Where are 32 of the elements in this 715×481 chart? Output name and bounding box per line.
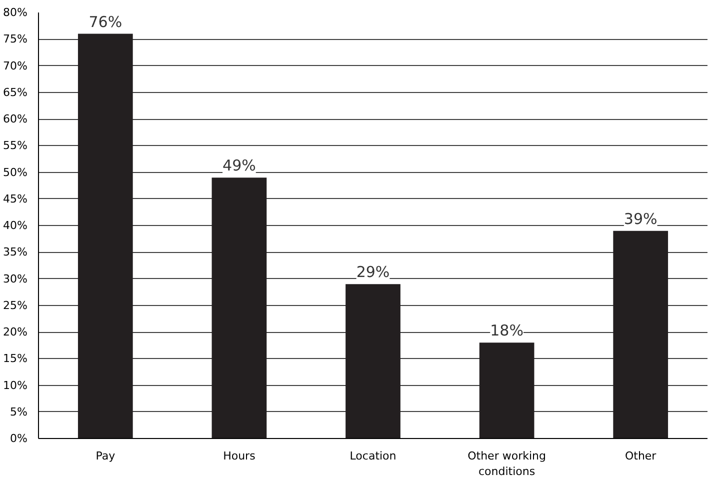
y-tick-label: 40%: [3, 219, 28, 232]
data-label: 18%: [490, 322, 524, 340]
bar: [78, 34, 133, 438]
y-tick-label: 10%: [3, 378, 28, 392]
x-tick-label: Other: [624, 450, 657, 462]
data-label: 29%: [356, 263, 390, 282]
y-tick-label: 55%: [3, 139, 28, 152]
x-tick-label: Location: [350, 450, 396, 462]
y-tick-label: 35%: [3, 246, 28, 259]
y-tick-label: 25%: [3, 298, 28, 312]
bar: [613, 230, 668, 438]
y-tick-label: 50%: [3, 166, 28, 179]
x-tick-label: Hours: [223, 450, 256, 462]
data-label: 76%: [88, 12, 122, 31]
y-tick-label: 75%: [3, 32, 28, 46]
y-tick-label: 70%: [3, 59, 28, 72]
y-tick-label: 15%: [3, 352, 28, 366]
y-tick-label: 30%: [3, 272, 28, 286]
y-tick-label: 80%: [3, 6, 28, 19]
data-label: 39%: [624, 210, 658, 228]
x-tick-label: Other working conditions: [468, 450, 546, 478]
y-tick-label: 0%: [10, 432, 28, 445]
y-tick-label: 20%: [3, 326, 28, 338]
x-tick-label: Pay: [96, 450, 116, 462]
y-tick-label: 60%: [3, 112, 28, 126]
y-tick-label: 65%: [3, 86, 28, 99]
data-label: 49%: [222, 156, 256, 175]
bar: [212, 178, 267, 438]
bar: [479, 342, 534, 438]
y-tick-label: 45%: [3, 192, 28, 206]
bar: [346, 284, 400, 438]
y-tick-label: 5%: [10, 405, 28, 418]
